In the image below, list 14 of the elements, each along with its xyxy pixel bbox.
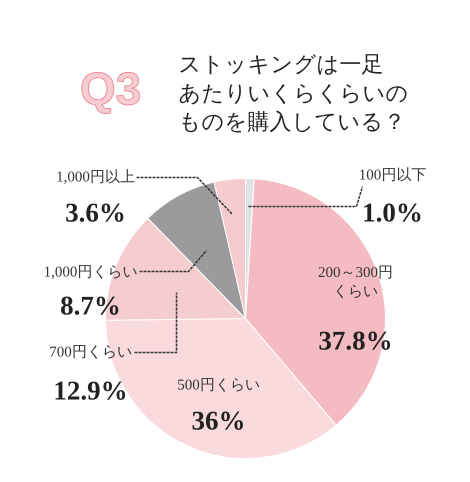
slice-label: 500円くらい [177, 378, 260, 394]
data-label: 36% [192, 406, 246, 436]
chart-subtitle: ストッキングは一足あたりいくらくらいのものを購入している？ [178, 52, 408, 135]
data-label: 8.7% [60, 290, 121, 320]
data-label: 3.6% [65, 198, 126, 228]
slice-label: 1,000円以上 [56, 168, 135, 186]
data-label: 37.8% [318, 326, 393, 356]
chart-title: Q3 [80, 62, 142, 114]
slice-label: 200～300円くらい [318, 264, 393, 300]
data-label: 1.0% [362, 198, 423, 228]
slice-label: 1,000円くらい [44, 264, 138, 280]
slice-label: 700円くらい [49, 344, 132, 360]
slice-label: 100円以下 [358, 166, 426, 184]
data-label: 12.9% [53, 376, 128, 406]
